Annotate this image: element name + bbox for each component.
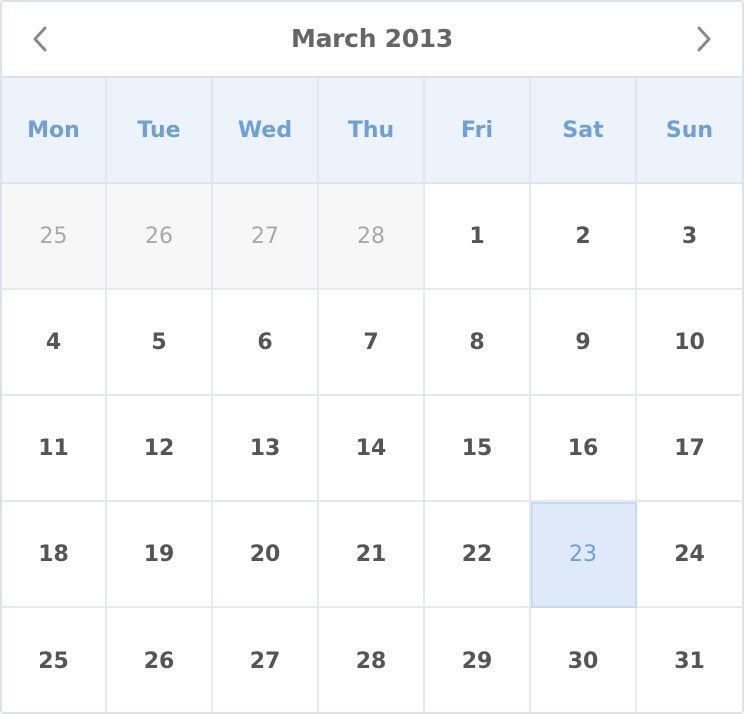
day-cell[interactable]: 30 — [531, 608, 637, 712]
chevron-left-icon — [32, 26, 48, 52]
day-cell-prev-month[interactable]: 26 — [107, 184, 213, 290]
day-cell[interactable]: 14 — [319, 396, 425, 502]
calendar-grid: Mon Tue Wed Thu Fri Sat Sun 25 26 27 28 1 2 3 4… — [2, 78, 742, 712]
day-cell[interactable]: 6 — [213, 290, 319, 396]
day-cell[interactable]: 16 — [531, 396, 637, 502]
weekday-header-wed: Wed — [213, 78, 319, 184]
day-cell[interactable]: 12 — [107, 396, 213, 502]
weekday-header-sun: Sun — [637, 78, 742, 184]
day-cell[interactable]: 10 — [637, 290, 742, 396]
day-cell[interactable]: 20 — [213, 502, 319, 608]
day-cell-prev-month[interactable]: 28 — [319, 184, 425, 290]
weekday-header-tue: Tue — [107, 78, 213, 184]
day-cell[interactable]: 11 — [2, 396, 107, 502]
day-cell[interactable]: 1 — [425, 184, 531, 290]
day-cell-prev-month[interactable]: 25 — [2, 184, 107, 290]
day-cell[interactable]: 22 — [425, 502, 531, 608]
day-cell[interactable]: 31 — [637, 608, 742, 712]
day-cell[interactable]: 9 — [531, 290, 637, 396]
prev-month-button[interactable] — [2, 2, 78, 76]
day-cell[interactable]: 27 — [213, 608, 319, 712]
month-year-title[interactable]: March 2013 — [291, 24, 453, 53]
chevron-right-icon — [696, 26, 712, 52]
weekday-header-fri: Fri — [425, 78, 531, 184]
weekday-header-thu: Thu — [319, 78, 425, 184]
day-cell[interactable]: 25 — [2, 608, 107, 712]
day-cell[interactable]: 21 — [319, 502, 425, 608]
day-cell[interactable]: 19 — [107, 502, 213, 608]
day-cell-selected[interactable]: 23 — [531, 502, 637, 608]
day-cell[interactable]: 13 — [213, 396, 319, 502]
day-cell[interactable]: 7 — [319, 290, 425, 396]
day-cell[interactable]: 24 — [637, 502, 742, 608]
next-month-button[interactable] — [666, 2, 742, 76]
day-cell[interactable]: 4 — [2, 290, 107, 396]
calendar-header: March 2013 — [2, 2, 742, 78]
day-cell[interactable]: 8 — [425, 290, 531, 396]
day-cell[interactable]: 5 — [107, 290, 213, 396]
day-cell[interactable]: 26 — [107, 608, 213, 712]
day-cell[interactable]: 15 — [425, 396, 531, 502]
day-cell[interactable]: 2 — [531, 184, 637, 290]
day-cell[interactable]: 28 — [319, 608, 425, 712]
weekday-header-mon: Mon — [2, 78, 107, 184]
day-cell[interactable]: 3 — [637, 184, 742, 290]
day-cell[interactable]: 17 — [637, 396, 742, 502]
day-cell[interactable]: 29 — [425, 608, 531, 712]
weekday-header-sat: Sat — [531, 78, 637, 184]
day-cell[interactable]: 18 — [2, 502, 107, 608]
day-cell-prev-month[interactable]: 27 — [213, 184, 319, 290]
